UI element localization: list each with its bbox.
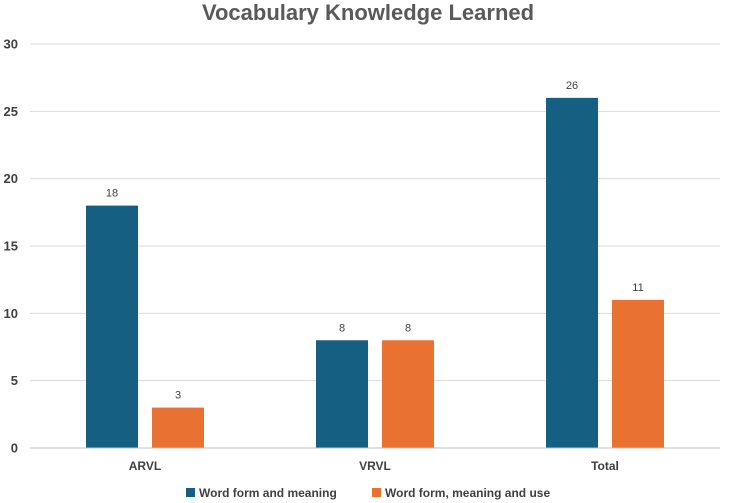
bar-arvl-series-2 [152, 407, 204, 448]
y-tick-label: 10 [4, 306, 18, 321]
bar-arvl-series-1 [86, 205, 138, 448]
legend-swatch [372, 488, 381, 497]
x-category-label: Total [591, 459, 619, 473]
legend-swatch [186, 488, 195, 497]
data-label: 8 [405, 322, 411, 334]
bar-vrvl-series-2 [382, 340, 434, 448]
gridlines [30, 43, 720, 382]
y-tick-label: 5 [11, 373, 18, 388]
data-labels: 18 3 8 8 26 11 [106, 80, 644, 402]
bar-vrvl-series-1 [316, 340, 368, 448]
bars [86, 97, 664, 448]
data-label: 3 [175, 390, 181, 402]
data-label: 8 [339, 322, 345, 334]
y-tick-label: 0 [11, 441, 18, 456]
x-category-label: VRVL [359, 459, 391, 473]
bar-total-series-2 [612, 299, 664, 448]
bar-total-series-1 [546, 97, 598, 448]
legend: Word form and meaning Word form, meaning … [186, 486, 550, 500]
data-label: 11 [632, 282, 643, 294]
y-tick-label: 25 [4, 104, 18, 119]
category-labels: ARVL VRVL Total [129, 459, 619, 473]
data-label: 26 [566, 80, 578, 92]
chart-title: Vocabulary Knowledge Learned [202, 0, 534, 25]
y-axis-ticks: 0 5 10 15 20 25 30 [4, 37, 18, 456]
y-tick-label: 15 [4, 239, 18, 254]
legend-label: Word form and meaning [199, 486, 337, 500]
legend-label: Word form, meaning and use [385, 486, 550, 500]
data-label: 18 [106, 188, 118, 200]
y-tick-label: 30 [4, 37, 18, 52]
y-tick-label: 20 [4, 171, 18, 186]
x-category-label: ARVL [129, 459, 161, 473]
